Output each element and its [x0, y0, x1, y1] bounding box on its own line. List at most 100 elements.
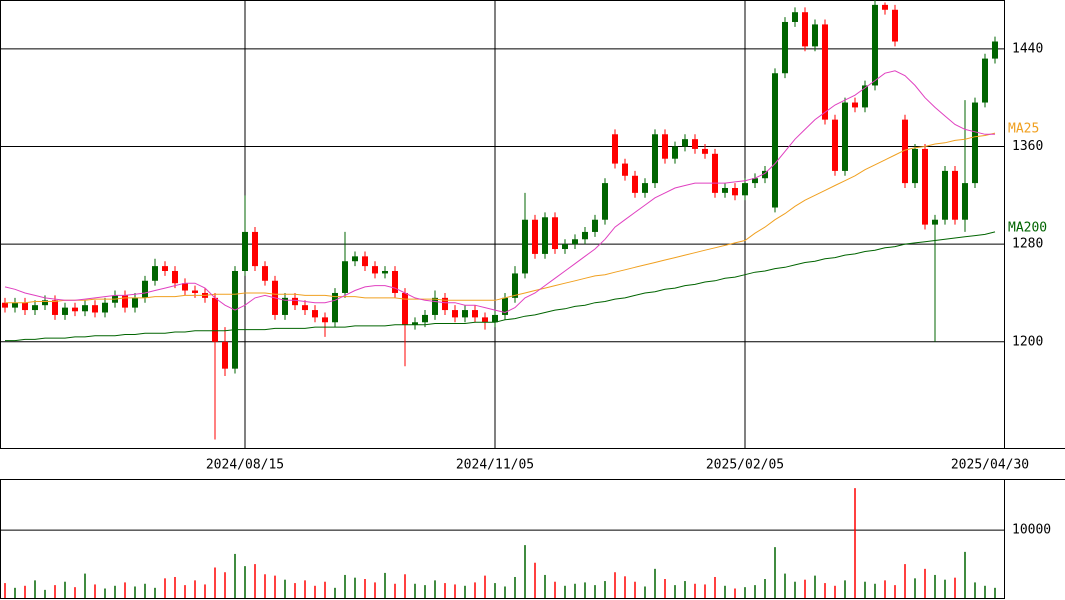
candle-body — [692, 139, 698, 149]
candle-body — [972, 102, 978, 184]
candle-body — [302, 305, 308, 311]
candle-body — [752, 178, 758, 184]
price-frame — [0, 0, 1005, 449]
candle-body — [852, 102, 858, 108]
candle-body — [452, 310, 458, 318]
candle-body — [132, 297, 138, 308]
y-tick-label: 1280 — [1012, 237, 1043, 252]
candle-body — [642, 183, 648, 193]
candle-body — [312, 310, 318, 318]
candle-body — [562, 244, 568, 250]
candle-body — [2, 302, 8, 308]
candle-body — [812, 24, 818, 47]
candle-body — [62, 307, 68, 315]
candle-body — [442, 297, 448, 311]
candle-body — [512, 273, 518, 298]
candle-body — [962, 183, 968, 220]
candle-body — [542, 217, 548, 254]
candle-body — [282, 297, 288, 315]
candle-body — [932, 219, 938, 225]
candle-body — [122, 295, 128, 308]
candle-body — [152, 266, 158, 281]
candle-body — [582, 231, 588, 240]
candle-body — [182, 283, 188, 291]
candle-body — [782, 21, 788, 74]
candle-body — [362, 256, 368, 267]
candle-body — [422, 314, 428, 323]
candle-body — [842, 102, 848, 171]
candle-body — [292, 297, 298, 306]
candle-body — [792, 12, 798, 22]
candle-body — [532, 219, 538, 254]
candle-body — [592, 219, 598, 232]
candle-body — [702, 148, 708, 154]
candle-body — [522, 219, 528, 274]
y-tick-label: 1200 — [1012, 334, 1043, 349]
candle-body — [952, 170, 958, 220]
candle-body — [832, 119, 838, 171]
candle-body — [502, 297, 508, 315]
candle-body — [262, 266, 268, 281]
candle-body — [392, 270, 398, 293]
candle-body — [912, 148, 918, 184]
candle-body — [882, 4, 888, 10]
legend-label: MA25 — [1008, 122, 1039, 137]
candle-body — [32, 305, 38, 311]
x-tick-label: 2025/02/05 — [706, 458, 784, 473]
candle-body — [162, 266, 168, 271]
candle-body — [862, 85, 868, 108]
candle-body — [342, 261, 348, 293]
candle-body — [822, 24, 828, 120]
candle-body — [102, 302, 108, 313]
candle-body — [212, 297, 218, 342]
candle-body — [992, 41, 998, 59]
candle-body — [712, 153, 718, 193]
x-tick-label: 2025/04/30 — [951, 458, 1029, 473]
candle-body — [322, 317, 328, 323]
candle-body — [472, 310, 478, 318]
candle-body — [222, 341, 228, 369]
candle-body — [352, 256, 358, 262]
candle-body — [982, 58, 988, 103]
candle-body — [432, 297, 438, 315]
candle-body — [552, 217, 558, 250]
candle-body — [142, 280, 148, 298]
candle-body — [172, 270, 178, 284]
candle-body — [332, 292, 338, 323]
candle-body — [192, 290, 198, 293]
candle-body — [42, 300, 48, 306]
candle-body — [902, 119, 908, 184]
candle-body — [482, 317, 488, 323]
candle-body — [652, 134, 658, 184]
candle-body — [402, 292, 408, 325]
candle-body — [242, 231, 248, 271]
y-tick-label: 1440 — [1012, 41, 1043, 56]
candle-body — [232, 270, 238, 369]
candle-body — [802, 12, 808, 47]
candle-body — [12, 302, 18, 308]
candle-body — [382, 270, 388, 274]
candle-body — [732, 187, 738, 196]
candle-body — [252, 231, 258, 267]
candle-body — [892, 9, 898, 42]
candle-body — [52, 300, 58, 315]
candle-body — [412, 322, 418, 325]
ma-line — [5, 132, 996, 304]
candle-body — [662, 134, 668, 159]
candle-body — [82, 305, 88, 312]
candle-body — [922, 148, 928, 225]
candle-body — [722, 187, 728, 193]
legend-label: MA200 — [1008, 220, 1047, 235]
candle-body — [462, 310, 468, 318]
candle-body — [602, 183, 608, 220]
ma-line — [5, 231, 996, 342]
candle-body — [872, 4, 878, 86]
ma-line — [4, 70, 995, 314]
candle-body — [772, 73, 778, 208]
volume-frame — [0, 479, 1005, 599]
x-tick-label: 2024/08/15 — [206, 458, 284, 473]
y-tick-label: 1360 — [1012, 139, 1043, 154]
candle-body — [632, 175, 638, 193]
candle-body — [672, 146, 678, 159]
